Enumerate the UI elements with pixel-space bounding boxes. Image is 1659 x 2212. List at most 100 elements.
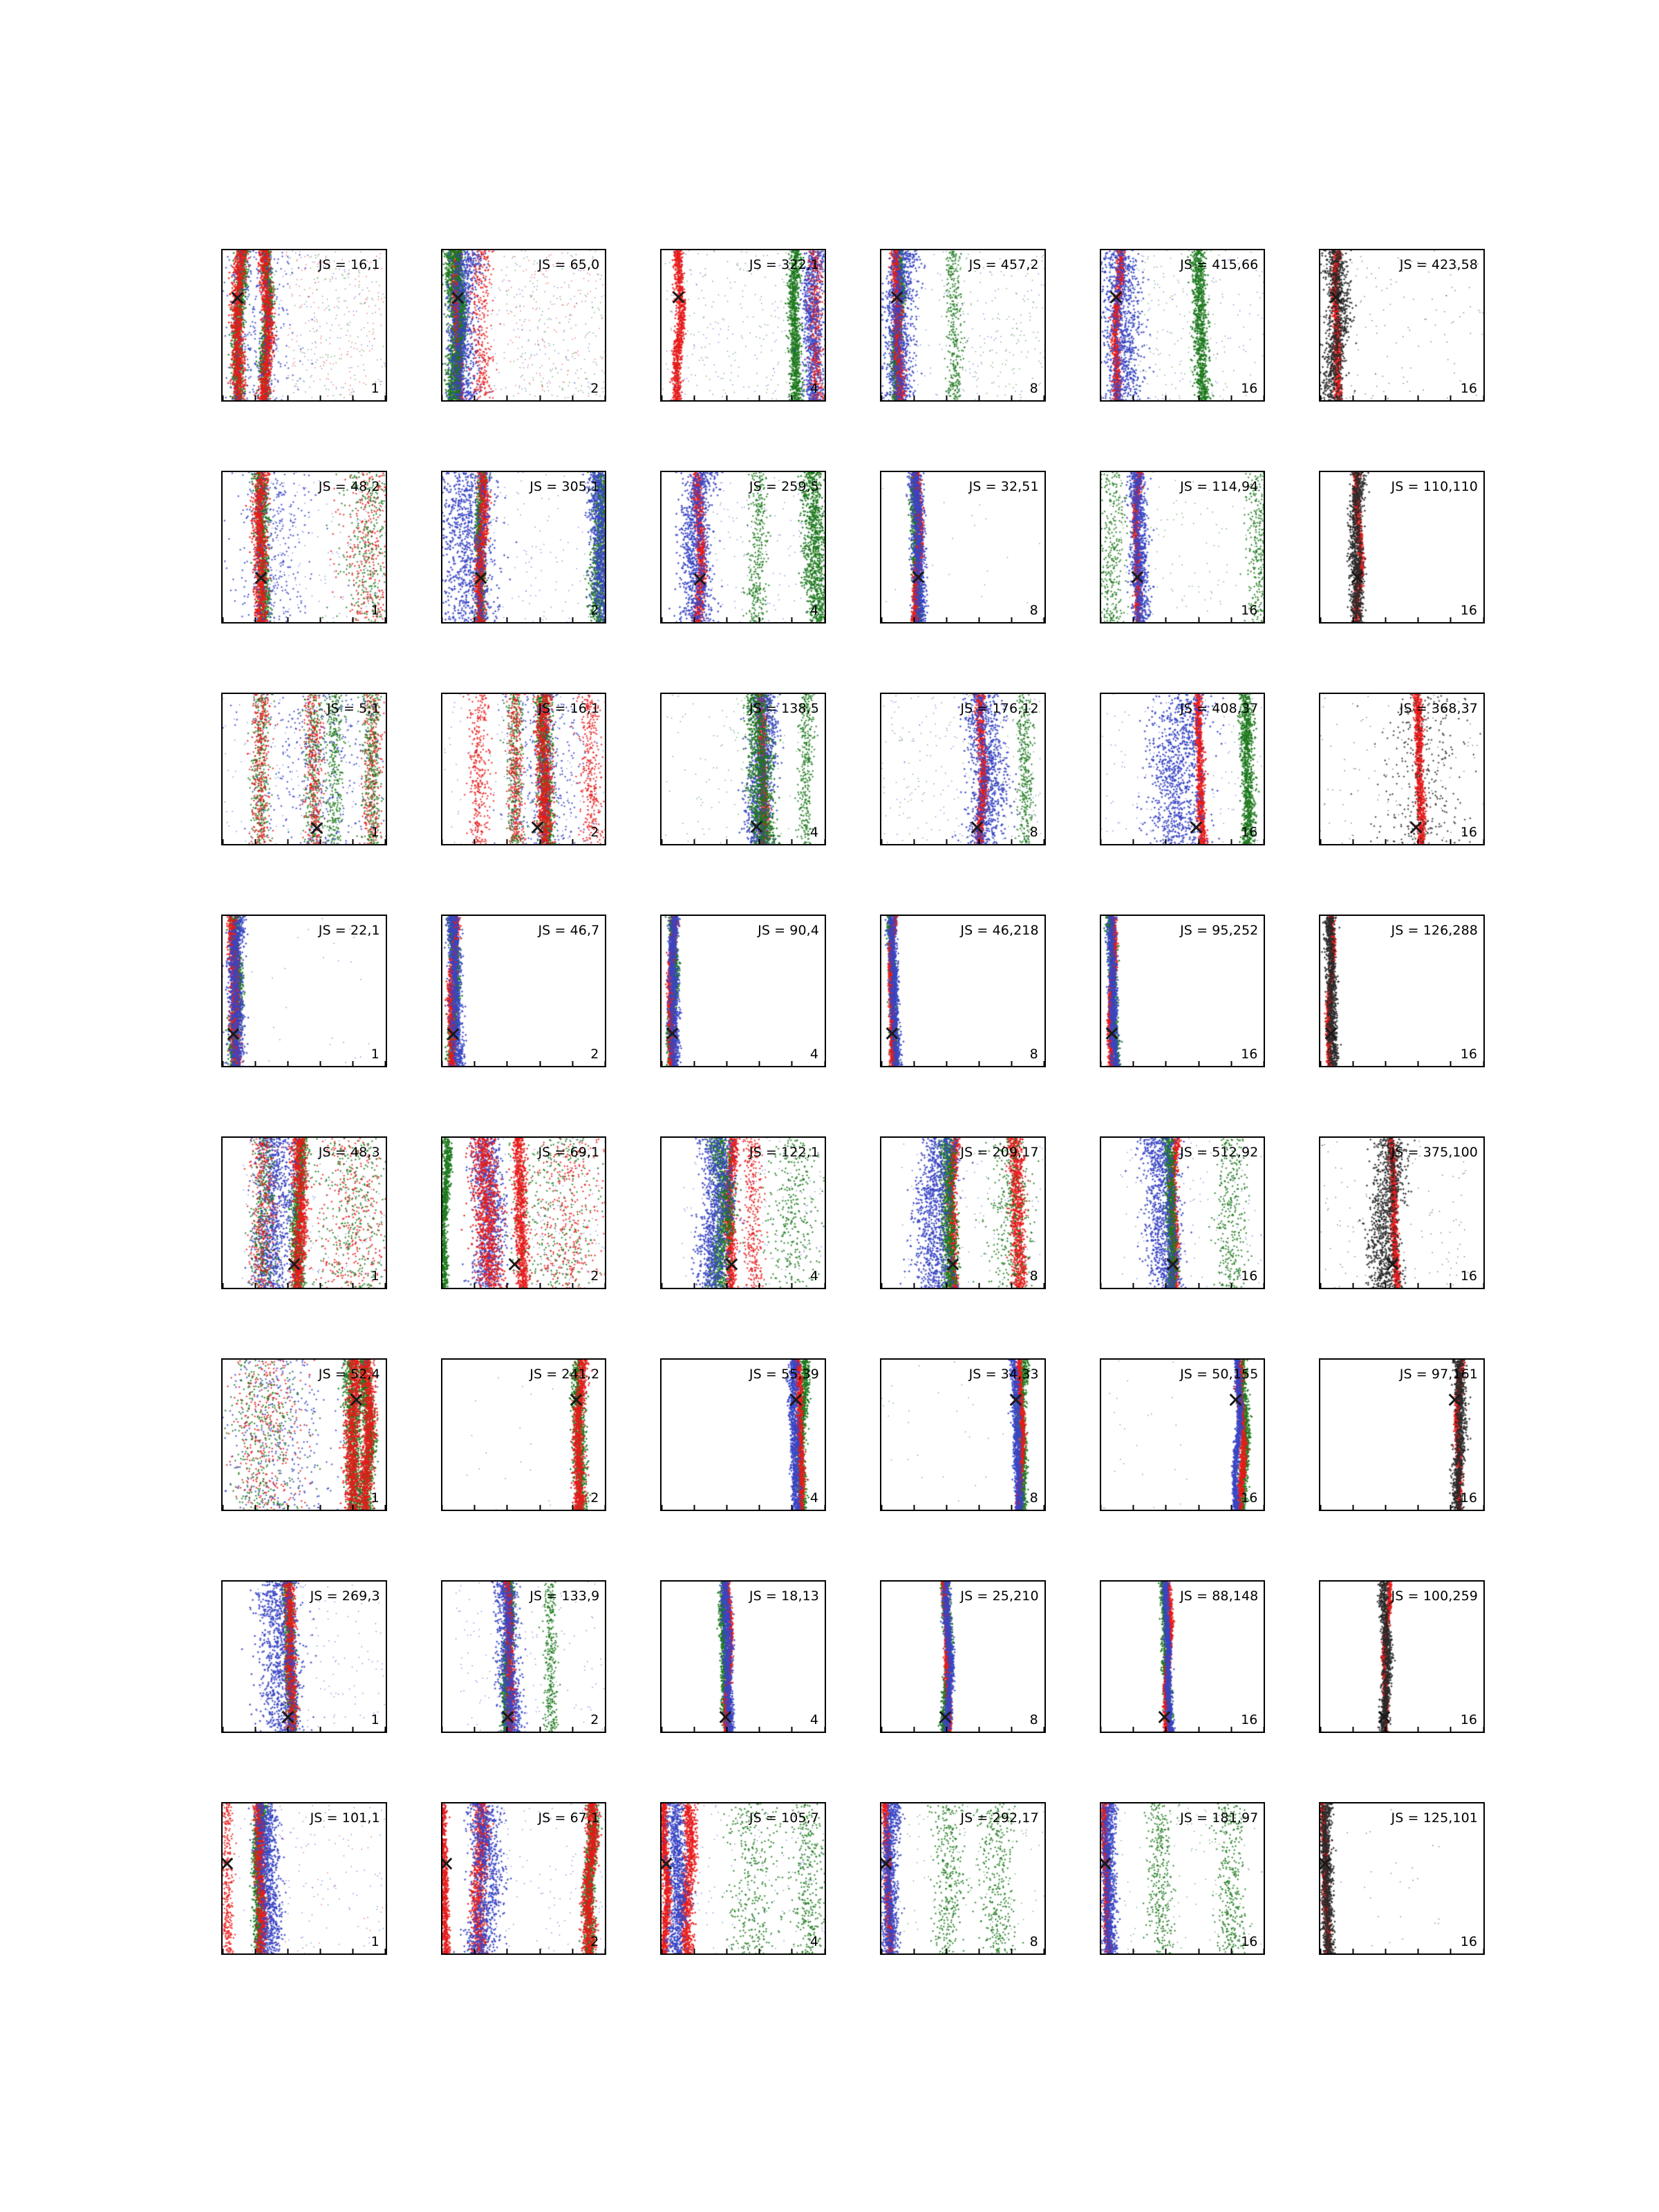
- x-axis-tick-label: 0.4: [1165, 839, 1167, 844]
- js-divergence-label: JS = 126,288: [1391, 923, 1478, 938]
- y-axis-tick-label: 0.6: [881, 969, 882, 983]
- x-axis-tick-label: 0.4: [506, 395, 508, 400]
- scatter-points: [442, 472, 606, 622]
- x-axis-tick-label: 0.4: [287, 839, 289, 844]
- x-axis-tick-label: 0.4: [1165, 1727, 1167, 1732]
- x-axis-tick-label: 0.2: [254, 1505, 256, 1510]
- x-axis-tick-label: 0.6: [1417, 1949, 1419, 1953]
- y-axis-tick-label: 0.6: [221, 1413, 223, 1427]
- x-axis-tick-label: 0.2: [1132, 1505, 1134, 1510]
- panel-index-label: 8: [1029, 1490, 1038, 1506]
- x-marker-icon: [969, 820, 984, 835]
- x-axis-tick-label: 0.6: [539, 839, 541, 844]
- scatter-panel: JS = 133,920.00.20.40.60.81.00.00.20.40.…: [405, 1573, 607, 1762]
- y-axis-tick-label: 0.6: [1101, 303, 1102, 317]
- x-axis-tick-label: 0.8: [1011, 839, 1013, 844]
- y-axis-tick-label: 0.6: [1101, 1857, 1102, 1871]
- js-divergence-label: JS = 423,58: [1399, 257, 1478, 272]
- panel-index-label: 8: [1029, 381, 1038, 396]
- plot-axes: JS = 97,161160.00.20.40.60.81.00.00.20.4…: [1319, 1358, 1485, 1511]
- x-axis-tick-label: 0.6: [319, 1505, 321, 1510]
- scatter-panel: JS = 259,540.00.20.40.60.81.00.00.20.40.…: [624, 464, 826, 653]
- panel-index-label: 16: [1241, 825, 1258, 840]
- y-axis-tick-label: 1.0: [660, 249, 662, 257]
- y-axis-tick-label: 0.8: [1320, 717, 1321, 731]
- x-axis-tick-label: 0.2: [474, 1283, 476, 1288]
- panel-index-label: 2: [590, 825, 599, 840]
- x-axis-tick-label: 0.2: [1352, 1727, 1354, 1732]
- scatter-panel: JS = 65,020.00.20.40.60.81.00.00.20.40.6…: [405, 242, 607, 431]
- x-marker-icon: [1385, 1257, 1400, 1272]
- y-axis-tick-label: 1.0: [1320, 1803, 1321, 1810]
- x-axis-tick-label: 0.0: [662, 1505, 663, 1510]
- y-axis-tick-label: 1.0: [442, 472, 443, 479]
- scatter-points: [442, 694, 606, 844]
- y-axis-tick-label: 0.8: [881, 273, 882, 287]
- x-marker-icon: [1130, 570, 1145, 585]
- y-axis-tick-label: 0.2: [221, 1473, 223, 1487]
- y-axis-tick-label: 0.6: [221, 303, 223, 317]
- x-axis-tick-label: 0.4: [1385, 617, 1387, 622]
- scatter-panel: JS = 368,37160.00.20.40.60.81.00.00.20.4…: [1283, 686, 1485, 874]
- js-divergence-label: JS = 305,1: [529, 479, 600, 494]
- y-axis-tick-label: 0.6: [1320, 1857, 1321, 1871]
- x-axis-tick-label: 0.8: [572, 839, 574, 844]
- x-axis-tick-label: 0.6: [978, 1061, 980, 1066]
- js-divergence-label: JS = 88,148: [1180, 1588, 1259, 1604]
- x-axis-tick-label: 0.2: [1352, 395, 1354, 400]
- x-axis-tick-label: 0.2: [254, 1283, 256, 1288]
- y-axis-tick-label: 1.0: [881, 1803, 882, 1810]
- scatter-points: [662, 472, 825, 622]
- x-axis-tick-label: 0.2: [474, 1949, 476, 1953]
- y-axis-tick-label: 0.8: [442, 1826, 443, 1840]
- y-axis-tick-label: 0.6: [221, 1857, 223, 1871]
- x-axis-tick-label: 0.2: [1132, 617, 1134, 622]
- x-axis-tick-label: 0.4: [1165, 1283, 1167, 1288]
- y-axis-tick-label: 0.6: [442, 303, 443, 317]
- x-axis-tick-label: 0.8: [1011, 1283, 1013, 1288]
- scatter-points: [662, 1582, 825, 1732]
- y-axis-tick-label: 1.0: [442, 1803, 443, 1810]
- x-axis-tick-label: 0.4: [726, 1727, 728, 1732]
- y-axis-tick-label: 1.0: [660, 1802, 662, 1810]
- y-axis-tick-label: 0.2: [1320, 1473, 1321, 1487]
- js-divergence-label: JS = 133,9: [529, 1588, 600, 1604]
- scatter-panel: JS = 114,94160.00.20.40.60.81.00.00.20.4…: [1064, 464, 1266, 653]
- y-axis-tick-label: 0.4: [881, 1221, 882, 1235]
- y-axis-tick-label: 0.4: [1320, 777, 1321, 791]
- y-axis-tick-label: 1.0: [1320, 1360, 1321, 1367]
- x-axis-tick-label: 0.2: [254, 839, 256, 844]
- y-axis-tick-label: 0.4: [660, 1886, 662, 1900]
- y-axis-tick-label: 0.8: [221, 939, 223, 953]
- x-axis-tick-label: 0.2: [1132, 395, 1134, 400]
- plot-axes: JS = 375,100160.00.20.40.60.81.00.00.20.…: [1319, 1136, 1485, 1289]
- scatter-panel: JS = 22,110.00.20.40.60.81.00.00.20.40.6…: [185, 908, 387, 1096]
- x-axis-tick-label: 0.0: [222, 839, 223, 844]
- scatter-points: [881, 1138, 1044, 1288]
- plot-axes: JS = 100,259160.00.20.40.60.81.00.00.20.…: [1319, 1580, 1485, 1733]
- y-axis-tick-label: 0.4: [1320, 1886, 1321, 1900]
- x-axis-tick-label: 1.0: [1043, 617, 1044, 622]
- x-axis-tick-label: 0.0: [442, 1727, 443, 1732]
- plot-axes: JS = 25,21080.00.20.40.60.81.00.00.20.40…: [879, 1580, 1046, 1733]
- scatter-points: [881, 1582, 1044, 1732]
- y-axis-tick-label: 0.6: [660, 969, 662, 983]
- x-axis-tick-label: 1.0: [1043, 1061, 1044, 1066]
- scatter-panel: JS = 95,252160.00.20.40.60.81.00.00.20.4…: [1064, 908, 1266, 1096]
- x-axis-tick-label: 0.8: [352, 617, 354, 622]
- plot-axes: JS = 67,120.00.20.40.60.81.00.00.20.40.6…: [440, 1802, 607, 1955]
- y-axis-tick-label: 0.8: [442, 273, 443, 287]
- x-axis-tick-label: 0.2: [913, 839, 915, 844]
- x-axis-tick-label: 0.2: [693, 395, 695, 400]
- scatter-panel: JS = 48,310.00.20.40.60.81.00.00.20.40.6…: [185, 1130, 387, 1318]
- x-axis-tick-label: 0.2: [913, 1283, 915, 1288]
- y-axis-tick-label: 0.8: [881, 495, 882, 509]
- x-axis-tick-label: 1.0: [384, 1283, 386, 1288]
- x-axis-tick-label: 0.6: [978, 1727, 980, 1732]
- x-axis-tick-label: 1.0: [1482, 617, 1483, 622]
- plot-axes: JS = 52,410.00.20.40.60.81.00.00.20.40.6…: [221, 1358, 387, 1511]
- y-axis-tick-label: 0.2: [442, 1695, 443, 1709]
- x-axis-tick-label: 0.4: [946, 1061, 948, 1066]
- x-axis-tick-label: 0.4: [946, 1727, 948, 1732]
- x-axis-tick-label: 0.2: [913, 395, 915, 400]
